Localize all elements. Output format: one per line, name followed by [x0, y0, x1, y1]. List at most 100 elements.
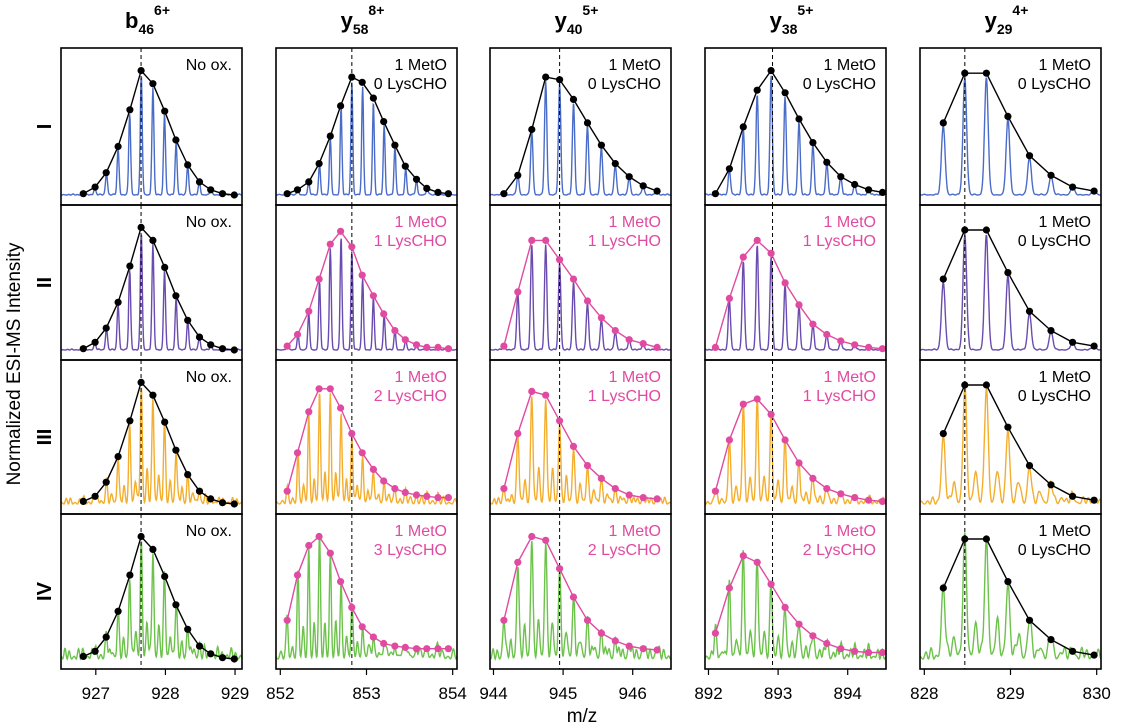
envelope-point	[358, 78, 366, 86]
envelope-point	[230, 500, 238, 508]
envelope-point	[207, 495, 215, 503]
envelope-point	[358, 271, 366, 279]
envelope-point	[639, 340, 647, 348]
envelope-point	[1069, 492, 1077, 500]
envelope-point	[753, 86, 761, 94]
envelope-point	[79, 190, 87, 198]
x-tick-label: 892	[694, 684, 722, 703]
envelope-point	[1047, 171, 1055, 179]
panel-III-5: 1 MetO 0 LysCHO	[919, 359, 1102, 515]
panel-annotation: 0 LysCHO	[588, 76, 661, 93]
spectrum-trace	[704, 75, 887, 196]
panel-I-1: No ox.	[60, 47, 243, 206]
x-tick-label: 929	[221, 684, 249, 703]
envelope-point	[653, 495, 661, 503]
envelope-point	[809, 139, 817, 147]
envelope-point	[412, 491, 421, 499]
envelope-point	[939, 275, 947, 283]
envelope-point	[172, 446, 180, 454]
envelope-point	[391, 642, 399, 650]
panel-I-5: 1 MetO 0 LysCHO	[919, 47, 1102, 206]
column-title: b466+	[125, 2, 170, 37]
envelope-point	[725, 436, 734, 444]
envelope-point	[91, 338, 99, 346]
envelope-point	[725, 294, 734, 302]
panel-annotation: 1 MetO	[824, 369, 876, 386]
envelope-point	[1090, 496, 1098, 504]
ion-charge: 6+	[154, 2, 170, 18]
envelope-point	[126, 417, 134, 425]
envelope-point	[293, 186, 302, 194]
envelope-point	[583, 297, 592, 305]
envelope-point	[767, 580, 775, 588]
ion-type: y	[985, 8, 998, 33]
envelope-point	[207, 650, 215, 658]
ion-number: 40	[567, 21, 583, 37]
panel-annotation: 1 LysCHO	[803, 233, 876, 250]
ion-charge: 4+	[1012, 2, 1028, 18]
x-tick-label: 928	[151, 684, 179, 703]
spectrum-trace	[919, 532, 1102, 660]
x-tick-label: 830	[1083, 684, 1111, 703]
envelope-point	[283, 616, 291, 624]
envelope-point	[781, 89, 789, 97]
envelope-point	[79, 652, 87, 661]
column-title: y29 4+	[985, 2, 1029, 37]
envelope-point	[514, 430, 522, 438]
envelope-point	[795, 301, 803, 309]
x-tick-label: 853	[352, 684, 380, 703]
panel-III-1: No ox.	[60, 359, 243, 515]
envelope-point	[528, 125, 536, 134]
ion-type: b	[125, 8, 138, 33]
ion-type: y	[341, 8, 354, 33]
envelope-point	[1090, 342, 1098, 350]
spectrum-trace	[489, 396, 672, 505]
envelope-point	[434, 188, 442, 196]
envelope-point	[639, 182, 647, 190]
envelope-point	[358, 623, 366, 631]
envelope-point	[161, 418, 169, 426]
envelope-point	[1025, 462, 1034, 470]
envelope-point	[423, 645, 431, 653]
panel-I-3: 1 MetO 0 LysCHO	[489, 47, 672, 206]
envelope-point	[293, 449, 302, 457]
envelope-point	[137, 223, 145, 231]
spectrum-trace	[60, 234, 242, 351]
ion-number: 46	[138, 21, 154, 37]
envelope-point	[380, 639, 388, 648]
envelope-point	[961, 226, 969, 234]
panel-annotation: 1 LysCHO	[374, 233, 447, 250]
panel-annotation: 1 MetO	[1039, 57, 1091, 74]
envelope-point	[542, 391, 550, 399]
panel-IV-2: 1 MetO 3 LysCHO	[275, 513, 458, 675]
envelope-point	[823, 639, 831, 648]
envelope-point	[102, 478, 110, 486]
panel-II-5: 1 MetO 0 LysCHO	[919, 204, 1102, 361]
envelope-point	[1069, 183, 1077, 191]
envelope-point	[865, 648, 873, 657]
envelope-point	[91, 183, 99, 191]
spectrum-trace	[489, 81, 672, 196]
ion-type: y	[555, 8, 568, 33]
envelope-point	[102, 633, 110, 641]
envelope-point	[401, 336, 409, 344]
panel-annotation: 1 LysCHO	[588, 233, 661, 250]
envelope-point	[149, 545, 157, 554]
envelope-point	[1090, 651, 1098, 659]
envelope-point	[401, 162, 409, 170]
envelope-point	[137, 378, 145, 386]
envelope-point	[1004, 423, 1012, 431]
spectrum-trace	[60, 541, 243, 661]
envelope-point	[218, 345, 227, 353]
envelope-point	[837, 337, 845, 345]
envelope-point	[1004, 112, 1012, 120]
envelope-point	[542, 236, 550, 244]
envelope-point	[795, 115, 803, 123]
envelope-point	[218, 190, 227, 198]
envelope-point	[91, 647, 99, 655]
envelope-point	[444, 345, 452, 353]
x-tick-label: 893	[764, 684, 792, 703]
envelope-point	[1047, 636, 1055, 644]
envelope-point	[444, 494, 452, 502]
